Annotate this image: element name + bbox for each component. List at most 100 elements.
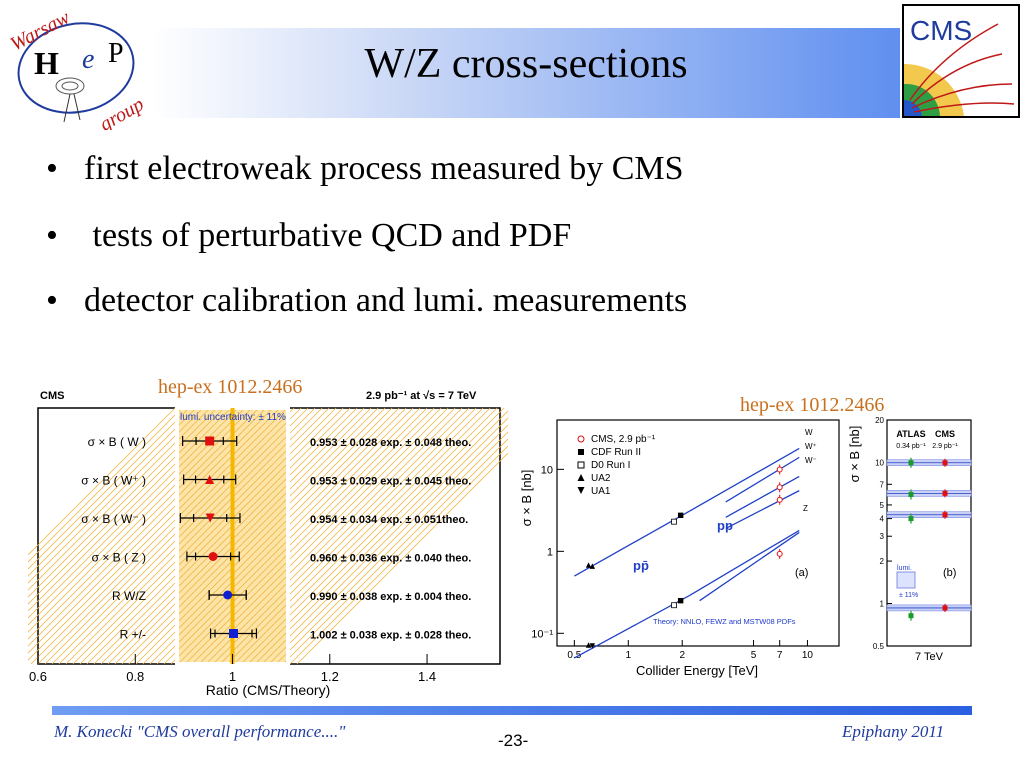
ratio-row-label: R +/- bbox=[120, 628, 146, 642]
footer-event: Epiphany 2011 bbox=[842, 722, 945, 741]
band-hatch bbox=[51, 407, 309, 665]
curve-z-ppbar bbox=[574, 594, 690, 659]
ratio-row: σ × B ( W⁺ ) 0.953 ± 0.029 exp. ± 0.045 t… bbox=[81, 474, 471, 488]
d0-w-point bbox=[671, 518, 677, 525]
band-hatch bbox=[282, 438, 508, 665]
ratio-x-axis-label: Ratio (CMS/Theory) bbox=[206, 682, 330, 698]
legend-entry: UA1 bbox=[577, 486, 611, 497]
legend-symbol bbox=[577, 474, 585, 481]
band-hatch bbox=[30, 407, 288, 665]
band-hatch bbox=[233, 407, 491, 665]
band-hatch bbox=[198, 407, 456, 665]
cms-point bbox=[942, 460, 948, 466]
x-tick-label: 1 bbox=[229, 669, 236, 684]
x-tick-label: 0.5 bbox=[567, 650, 581, 661]
curve-label-wminus: W⁻ bbox=[805, 456, 817, 465]
legend-symbol bbox=[577, 435, 585, 443]
band-hatch bbox=[296, 452, 508, 665]
energy-plot-frame bbox=[556, 419, 840, 647]
band-hatch bbox=[184, 407, 442, 665]
cms-z-point bbox=[776, 550, 783, 557]
ratio-row: R W/Z 0.990 ± 0.038 exp. ± 0.004 theo. bbox=[112, 589, 471, 603]
x-tick-label: 2 bbox=[679, 650, 685, 661]
band-hatch bbox=[28, 407, 211, 591]
ratio-row-label: σ × B ( Z ) bbox=[92, 551, 146, 565]
cdf-w-point-group bbox=[677, 512, 684, 519]
atlas-cms-comparison-plot: σ × B [nb] ATLAS CMS 0.34 pb⁻¹ 2.9 pb⁻¹ … bbox=[847, 414, 973, 666]
ratio-marker bbox=[205, 513, 215, 523]
y-tick-label: 10⁻¹ bbox=[531, 628, 553, 640]
atlas-point bbox=[908, 460, 914, 466]
legend-label: UA1 bbox=[591, 486, 611, 497]
legend-entry: D0 Run I bbox=[577, 460, 630, 471]
logo-letter-p: P bbox=[108, 38, 124, 69]
y-tick-label: 4 bbox=[880, 515, 885, 524]
ratio-value-text: 1.002 ± 0.038 exp. ± 0.028 theo. bbox=[310, 630, 471, 642]
comparison-plot-frame bbox=[886, 419, 972, 647]
ua1-w-point-group bbox=[589, 563, 596, 569]
band-hatch bbox=[86, 407, 344, 665]
legend-symbol bbox=[577, 461, 585, 469]
band-hatch bbox=[261, 417, 508, 665]
col-atlas-lumi: 0.34 pb⁻¹ bbox=[896, 443, 926, 450]
curve-w-ppbar-ext bbox=[689, 447, 800, 512]
ratio-row-label: σ × B ( W ) bbox=[88, 435, 146, 449]
title-bar bbox=[152, 28, 900, 118]
ua2-z-point-group bbox=[585, 642, 592, 648]
band-hatch bbox=[128, 407, 386, 665]
ratio-row: σ × B ( W ) 0.953 ± 0.028 exp. ± 0.048 th… bbox=[88, 435, 472, 449]
ratio-row-label: R W/Z bbox=[112, 589, 146, 603]
band-hatch bbox=[93, 407, 351, 665]
band-hatch bbox=[28, 407, 239, 619]
atlas-point bbox=[908, 516, 914, 522]
lumi-box-value: ± 11% bbox=[899, 592, 918, 599]
band-hatch bbox=[28, 407, 183, 563]
cms-w-point bbox=[776, 466, 783, 473]
logo-word-group: group bbox=[96, 93, 148, 130]
band-hatch bbox=[28, 407, 225, 605]
x-tick-label: 1.2 bbox=[321, 669, 339, 684]
ratio-row: σ × B ( Z ) 0.960 ± 0.036 exp. ± 0.040 th… bbox=[92, 551, 472, 565]
curve-w-ppbar bbox=[574, 510, 690, 577]
y-tick-label: 0.5 bbox=[873, 642, 885, 651]
ua1-z-point bbox=[589, 643, 596, 649]
y-tick-label: 5 bbox=[880, 501, 885, 510]
x-tick-label: 0.6 bbox=[29, 669, 47, 684]
curve-label-w: W bbox=[805, 428, 813, 437]
band-hatch bbox=[212, 407, 470, 665]
reference-1[interactable]: hep-ex 1012.2466 bbox=[158, 376, 303, 398]
col-cms-label: CMS bbox=[935, 429, 955, 439]
x-tick-label: 0.8 bbox=[126, 669, 144, 684]
lumi-uncertainty-band bbox=[28, 406, 508, 666]
ratio-plot-corner-label: CMS bbox=[40, 390, 64, 402]
ratio-value-text: 0.953 ± 0.029 exp. ± 0.045 theo. bbox=[310, 476, 471, 488]
band-hatch bbox=[28, 407, 190, 570]
comparison-x-label: 7 TeV bbox=[915, 651, 944, 663]
atlas-point bbox=[908, 613, 914, 619]
curve-w-pp bbox=[725, 456, 800, 503]
band-hatch bbox=[79, 407, 337, 665]
bullet-2: • tests of perturbative QCD and PDF bbox=[46, 217, 572, 254]
bullet-3-text: detector calibration and lumi. measureme… bbox=[84, 282, 688, 319]
reference-2[interactable]: hep-ex 1012.2466 bbox=[740, 394, 885, 416]
band-hatch bbox=[114, 407, 372, 665]
band-hatch bbox=[163, 407, 421, 665]
band-hatch bbox=[170, 407, 428, 665]
band-hatch bbox=[65, 407, 323, 665]
band-hatch bbox=[177, 407, 435, 665]
band-hatch bbox=[44, 407, 302, 665]
comparison-row: W⁺ bbox=[886, 489, 972, 500]
ratio-row: R +/- 1.002 ± 0.038 exp. ± 0.028 theo. bbox=[120, 628, 472, 642]
ratio-marker bbox=[205, 436, 215, 446]
band-hatch bbox=[28, 407, 267, 647]
energy-plot-x-label: Collider Energy [TeV] bbox=[636, 663, 758, 678]
ratio-marker bbox=[223, 590, 233, 600]
band-hatch bbox=[289, 445, 508, 665]
y-tick-label: 1 bbox=[880, 600, 885, 609]
ratio-value-text: 0.990 ± 0.038 exp. ± 0.004 theo. bbox=[310, 591, 471, 603]
curve-wminus-pp bbox=[725, 490, 800, 530]
page-number: -23- bbox=[498, 731, 529, 750]
legend-entry: CDF Run II bbox=[578, 447, 641, 458]
band-hatch bbox=[28, 407, 176, 556]
ua1-z-point-group bbox=[589, 643, 596, 649]
